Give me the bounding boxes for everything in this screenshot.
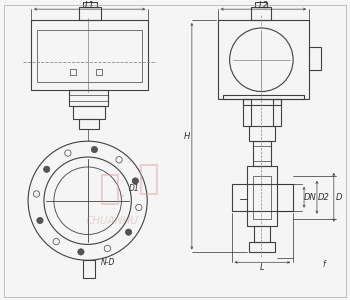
Bar bbox=[69, 89, 108, 106]
Bar bbox=[253, 141, 271, 166]
Bar bbox=[247, 166, 277, 226]
Bar bbox=[96, 69, 102, 75]
Bar bbox=[232, 184, 293, 211]
Bar bbox=[251, 7, 271, 20]
Text: L2: L2 bbox=[258, 1, 268, 10]
Bar bbox=[256, 2, 267, 7]
Text: D2: D2 bbox=[318, 193, 330, 202]
Text: CHUANHU: CHUANHU bbox=[86, 216, 139, 226]
Text: 沪: 沪 bbox=[138, 162, 159, 196]
Bar bbox=[244, 100, 281, 105]
Bar bbox=[273, 100, 281, 126]
Text: N-D: N-D bbox=[98, 258, 115, 267]
Text: L1: L1 bbox=[85, 1, 95, 10]
Text: D: D bbox=[336, 193, 342, 202]
Bar bbox=[37, 30, 142, 82]
Circle shape bbox=[43, 166, 50, 172]
Bar bbox=[250, 242, 275, 252]
Text: H: H bbox=[184, 132, 190, 141]
Bar bbox=[244, 100, 251, 126]
Bar bbox=[254, 226, 270, 242]
Bar bbox=[79, 7, 100, 20]
Bar bbox=[250, 126, 275, 141]
Bar bbox=[309, 47, 321, 70]
Bar bbox=[223, 94, 304, 100]
Text: f: f bbox=[323, 260, 325, 269]
Bar bbox=[218, 20, 309, 100]
Bar bbox=[79, 119, 99, 129]
Circle shape bbox=[125, 229, 132, 235]
Text: DN: DN bbox=[304, 193, 316, 202]
Circle shape bbox=[37, 217, 43, 224]
Text: 川: 川 bbox=[98, 172, 119, 206]
Text: L: L bbox=[260, 263, 265, 272]
Bar bbox=[83, 260, 94, 278]
Circle shape bbox=[91, 146, 98, 153]
Circle shape bbox=[132, 178, 139, 184]
Text: D1: D1 bbox=[122, 184, 139, 196]
Bar bbox=[73, 106, 105, 119]
Bar bbox=[31, 20, 148, 89]
Bar bbox=[83, 2, 97, 7]
Circle shape bbox=[78, 249, 84, 255]
Bar bbox=[253, 176, 271, 219]
Bar bbox=[70, 69, 76, 75]
